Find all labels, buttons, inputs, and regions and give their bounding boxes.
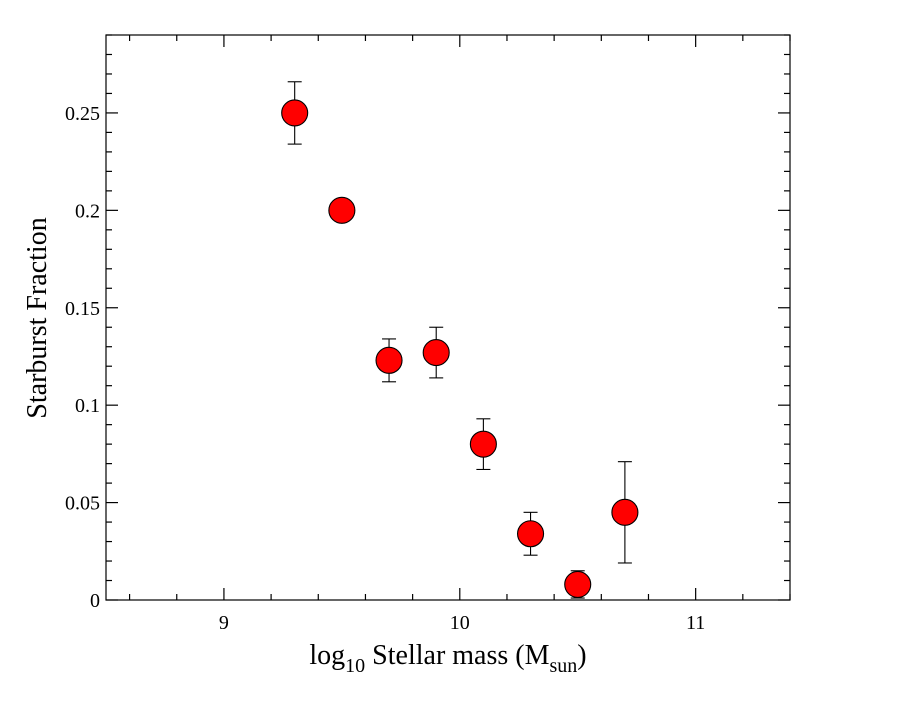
data-point — [611, 498, 639, 526]
x-axis-ticks: 9 10 11 — [128, 35, 791, 634]
y-tick-label: 0.25 — [65, 103, 100, 125]
data-point — [422, 339, 450, 367]
y-tick-label: 0.1 — [75, 395, 100, 417]
y-axis-label: Starburst Fraction — [22, 217, 53, 418]
data-point — [564, 570, 592, 598]
data-point — [281, 99, 309, 127]
x-axis-label: log10 Stellar mass (Msun) — [309, 640, 586, 677]
y-tick-label: 0 — [90, 590, 100, 612]
x-tick-label: 9 — [219, 612, 229, 634]
y-tick-label: 0.05 — [65, 493, 100, 515]
data-points — [281, 99, 639, 598]
data-point — [469, 430, 497, 458]
plot-border — [105, 34, 791, 601]
data-point — [517, 520, 545, 548]
y-tick-label: 0.15 — [65, 298, 100, 320]
data-point — [375, 346, 403, 374]
plot-frame — [105, 34, 791, 601]
y-tick-label: 0.2 — [75, 200, 100, 222]
x-tick-label: 10 — [450, 612, 470, 634]
y-axis-ticks: 0 0.05 0.1 0.15 0.2 0.25 — [65, 34, 790, 612]
x-tick-label: 11 — [686, 612, 705, 634]
data-point — [328, 196, 356, 224]
